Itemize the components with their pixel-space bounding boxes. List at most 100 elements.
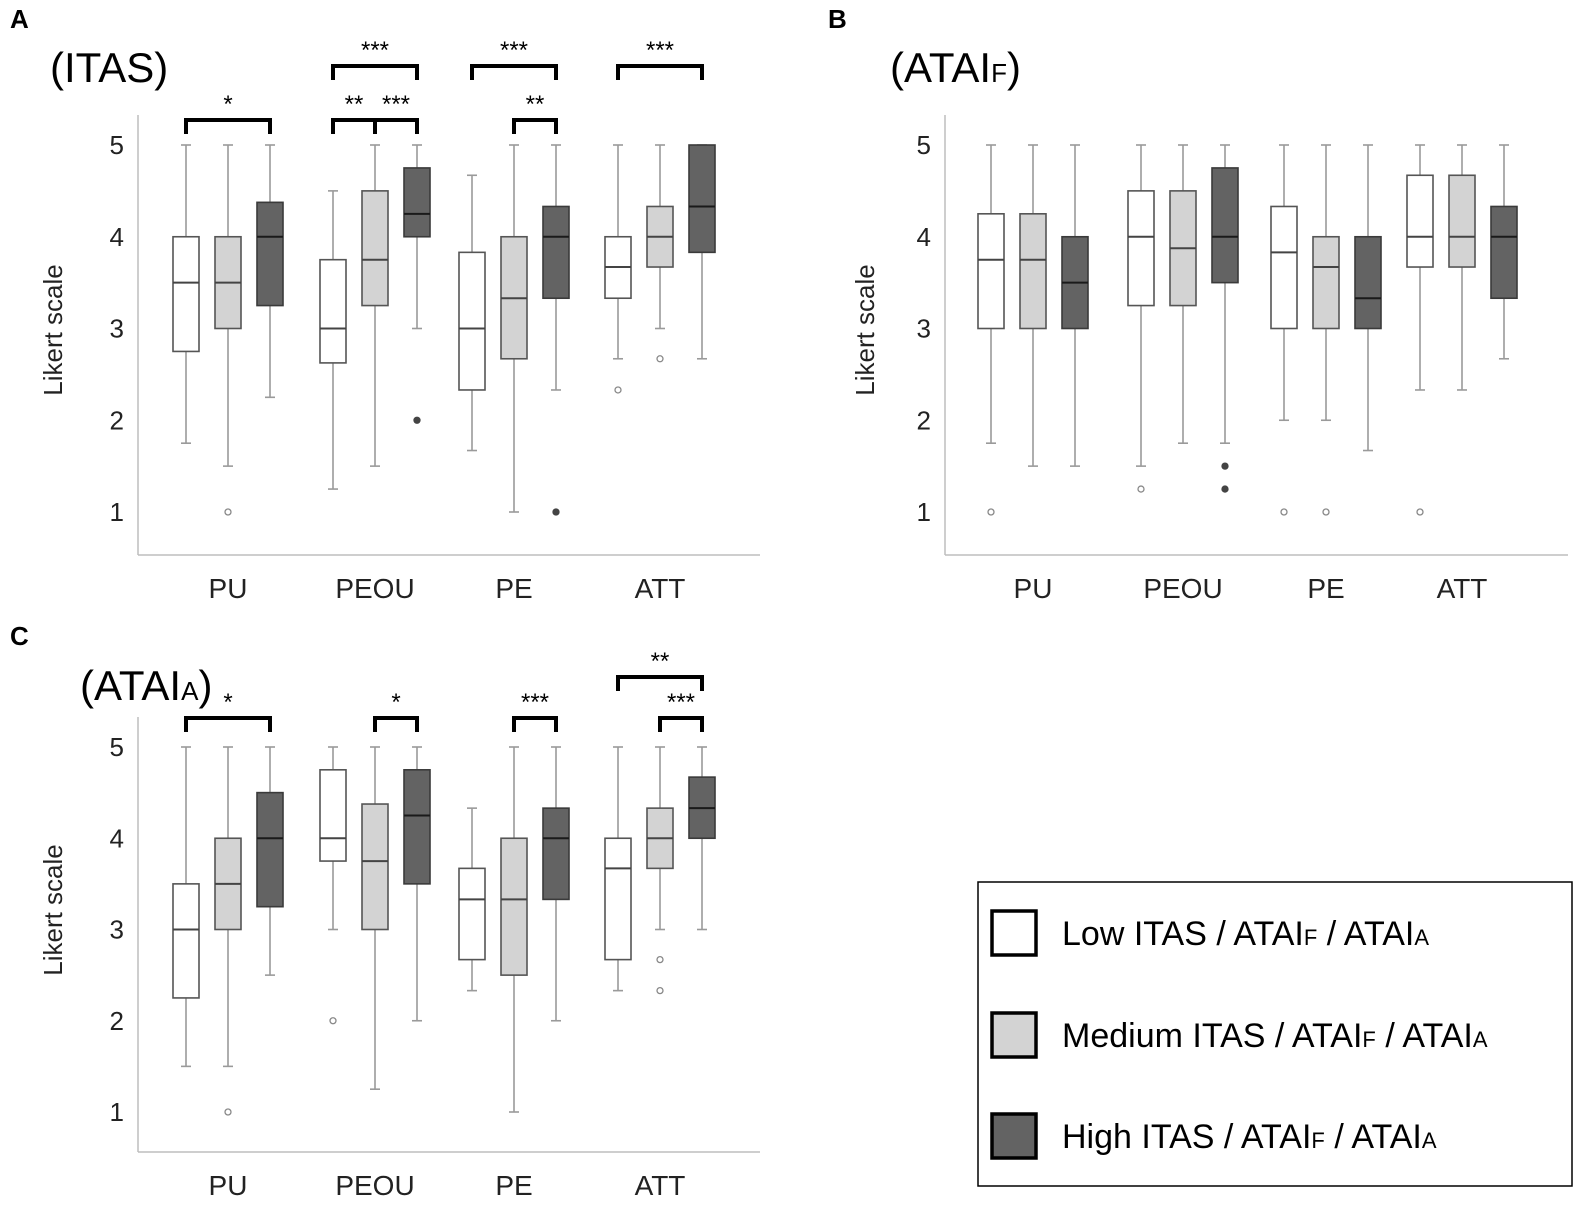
significance-label: * [223,91,232,118]
box-pu-low [977,144,1005,516]
significance-bracket [184,716,272,732]
legend-label-low: Low ITAS / ATAIF / ATAIA [1062,915,1429,953]
outlier-point [614,386,622,394]
x-category-label: ATT [635,573,686,604]
x-category-label: PEOU [335,1170,414,1201]
box-iqr [458,251,486,391]
y-axis-label: Likert scale [850,264,880,396]
y-tick-label: 5 [110,130,124,160]
significance-bracket [373,716,419,732]
x-category-label: PU [209,1170,248,1201]
box-pu-low [172,144,200,444]
y-tick-label: 2 [917,405,931,435]
x-category-label: PEOU [1143,573,1222,604]
y-tick-label: 4 [110,823,124,853]
panel-letter: A [10,4,29,34]
y-tick-label: 4 [110,222,124,252]
outlier-point [1322,508,1330,516]
box-iqr [1270,205,1298,330]
significance-label: *** [500,37,528,64]
significance-bracket [331,118,377,134]
significance-bracket [373,118,419,134]
box-iqr [1312,235,1340,330]
box-pu-low [172,746,200,1068]
box-iqr [1490,205,1518,300]
box-iqr [256,791,284,908]
box-iqr [319,258,347,364]
box-iqr [403,167,431,238]
outlier-point [656,955,664,964]
box-pe-medium [1312,144,1340,516]
y-tick-label: 1 [917,497,931,527]
y-axis-label: Likert scale [38,264,68,396]
x-category-label: PU [209,573,248,604]
box-att-low [604,144,632,394]
box-pe-high [542,746,570,1022]
box-iqr [361,190,389,307]
legend-swatch-high [990,1112,1038,1160]
box-pu-medium [1019,144,1047,467]
box-iqr [977,213,1005,330]
box-iqr [542,205,570,300]
panel-b: B (ATAIF) 1 2 3 4 5 Likert scale PU PEOU PE ATT [828,4,1568,604]
legend-frame [977,881,1573,1187]
significance-bracket [512,716,558,732]
box-pu-medium [214,746,242,1116]
box-iqr [604,837,632,961]
significance-bracket [331,64,419,80]
box-peou-medium [1169,144,1197,444]
box-pe-medium [500,746,528,1113]
box-att-medium [646,746,674,995]
box-iqr [256,201,284,307]
panel-title: (ATAIF) [890,44,1021,91]
box-iqr [1019,213,1047,330]
box-att-medium [1448,144,1476,391]
box-iqr [1211,167,1239,284]
outlier-point [1416,508,1424,516]
box-att-high [688,144,716,360]
box-iqr [458,867,486,961]
y-tick-label: 1 [110,497,124,527]
box-peou-high [403,144,431,424]
significance-label: * [223,689,232,716]
box-peou-high [1211,144,1239,493]
box-pu-high [256,746,284,976]
box-peou-low [319,190,347,490]
y-tick-label: 1 [110,1097,124,1127]
box-iqr [1354,235,1382,330]
significance-label: *** [361,37,389,64]
box-iqr [500,837,528,976]
legend: Low ITAS / ATAIF / ATAIA Medium ITAS / AT… [977,881,1573,1187]
significance-label: ** [345,91,364,118]
outlier-point [224,508,232,516]
y-tick-label: 2 [110,1006,124,1036]
box-peou-low [1127,144,1155,493]
legend-label-medium: Medium ITAS / ATAIF / ATAIA [1062,1017,1488,1055]
panel-letter: C [10,621,29,651]
box-iqr [403,769,431,885]
box-att-high [688,746,716,931]
box-iqr [361,803,389,931]
outlier-point [1280,508,1288,516]
x-category-label: PU [1014,573,1053,604]
y-tick-label: 5 [110,732,124,762]
box-iqr [688,144,716,254]
significance-label: * [391,689,400,716]
box-peou-medium [361,144,389,467]
box-pu-high [256,144,284,399]
y-tick-label: 3 [917,314,931,344]
y-tick-label: 3 [110,314,124,344]
box-pe-low [1270,144,1298,516]
outlier-point [987,508,995,516]
significance-bracket [616,675,704,691]
legend-label-high: High ITAS / ATAIF / ATAIA [1062,1118,1437,1156]
box-att-low [1406,144,1434,516]
x-category-label: PE [495,573,532,604]
panel-title: (ITAS) [50,44,168,91]
y-tick-label: 4 [917,222,931,252]
box-att-medium [646,144,674,363]
y-tick-label: 2 [110,405,124,435]
outlier-point [224,1108,232,1116]
